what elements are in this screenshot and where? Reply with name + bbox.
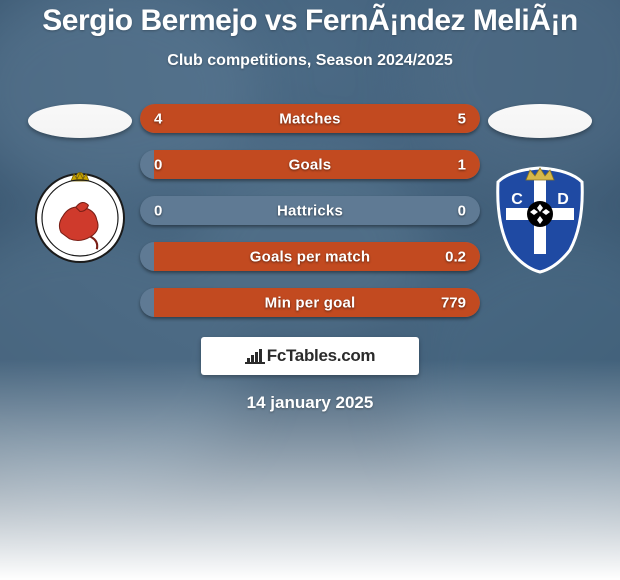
date-label: 14 january 2025: [247, 393, 374, 413]
stat-label: Min per goal: [265, 294, 356, 311]
stats-column: 4 Matches 5 0 Goals 1 0 Hattricks 0 Goals per mat…: [140, 104, 480, 317]
stat-label: Goals per match: [250, 248, 371, 265]
right-club-crest: C D T: [490, 162, 590, 262]
stat-bar: 4 Matches 5: [140, 104, 480, 133]
left-flag: [28, 104, 132, 138]
stat-value-right: 5: [458, 110, 466, 127]
stat-bar: 0 Goals 1: [140, 150, 480, 179]
stat-value-left: 4: [154, 110, 162, 127]
stat-bar: Min per goal 779: [140, 288, 480, 317]
brand-chart-icon: [245, 348, 265, 364]
stat-bar: 0 Hattricks 0: [140, 196, 480, 225]
svg-text:T: T: [535, 235, 545, 252]
stat-label: Matches: [279, 110, 340, 127]
season-subtitle: Club competitions, Season 2024/2025: [167, 52, 452, 70]
svg-text:D: D: [557, 191, 569, 208]
stat-value-right: 1: [458, 156, 466, 173]
stat-value-left: 0: [154, 202, 162, 219]
comparison-row: 4 Matches 5 0 Goals 1 0 Hattricks 0 Goals per mat…: [0, 104, 620, 317]
right-flag: [488, 104, 592, 138]
left-club-crest: [30, 168, 130, 268]
brand-text: FcTables.com: [267, 346, 376, 366]
stat-value-right: 0: [458, 202, 466, 219]
right-player-col: C D T: [480, 104, 600, 262]
stat-label: Goals: [289, 156, 332, 173]
page-title: Sergio Bermejo vs FernÃ¡ndez MeliÃ¡n: [42, 4, 577, 38]
left-player-col: [20, 104, 140, 268]
stat-value-right: 779: [441, 294, 466, 311]
svg-text:C: C: [511, 191, 523, 208]
brand-badge: FcTables.com: [201, 337, 419, 375]
stat-fill-left: [140, 104, 290, 133]
stat-label: Hattricks: [277, 202, 343, 219]
stat-value-right: 0.2: [445, 248, 466, 265]
stat-bar: Goals per match 0.2: [140, 242, 480, 271]
stat-value-left: 0: [154, 156, 162, 173]
